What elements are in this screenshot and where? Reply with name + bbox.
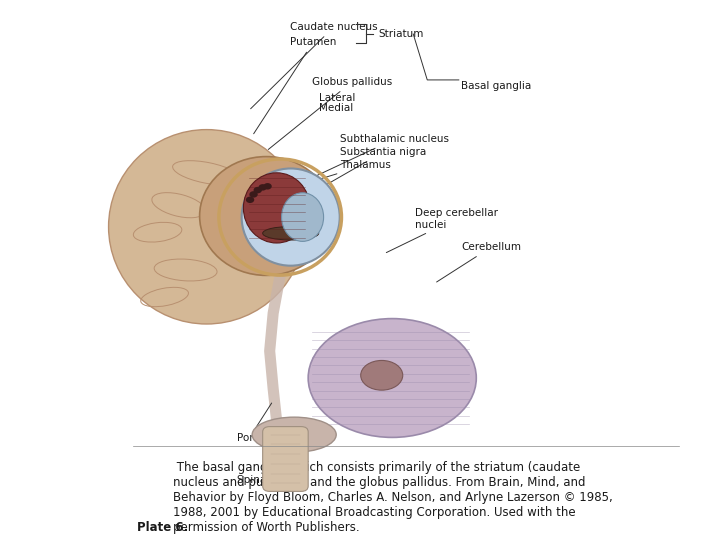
Text: Globus pallidus: Globus pallidus: [269, 77, 392, 150]
Circle shape: [258, 184, 267, 191]
Text: Plate 6.: Plate 6.: [137, 521, 188, 534]
Text: Substantia nigra: Substantia nigra: [293, 147, 426, 204]
Ellipse shape: [109, 130, 305, 324]
Text: Caudate nucleus: Caudate nucleus: [251, 22, 377, 109]
Text: Spinal cord: Spinal cord: [237, 450, 295, 484]
Ellipse shape: [282, 193, 323, 241]
Circle shape: [253, 187, 262, 193]
Ellipse shape: [308, 319, 477, 437]
Circle shape: [246, 197, 254, 203]
Text: Subthalamic nucleus: Subthalamic nucleus: [288, 134, 449, 189]
Text: Cerebellum: Cerebellum: [436, 242, 521, 282]
Ellipse shape: [242, 168, 340, 266]
Text: Deep cerebellar
nuclei: Deep cerebellar nuclei: [387, 208, 498, 253]
Text: The basal ganglia, which consists primarily of the striatum (caudate
nucleus and: The basal ganglia, which consists primar…: [173, 461, 613, 534]
Text: Pons: Pons: [237, 403, 271, 443]
Text: Striatum: Striatum: [378, 29, 423, 39]
Ellipse shape: [361, 361, 402, 390]
Circle shape: [264, 183, 271, 190]
Text: Medial: Medial: [319, 103, 353, 113]
Ellipse shape: [243, 173, 310, 243]
Circle shape: [249, 191, 258, 198]
Text: Lateral: Lateral: [319, 93, 355, 103]
Text: Basal ganglia: Basal ganglia: [461, 82, 531, 91]
FancyBboxPatch shape: [263, 427, 308, 491]
Text: Putamen: Putamen: [253, 37, 336, 134]
Ellipse shape: [199, 157, 333, 275]
Ellipse shape: [263, 227, 319, 240]
Ellipse shape: [252, 417, 336, 453]
Text: Thalamus: Thalamus: [307, 160, 390, 183]
